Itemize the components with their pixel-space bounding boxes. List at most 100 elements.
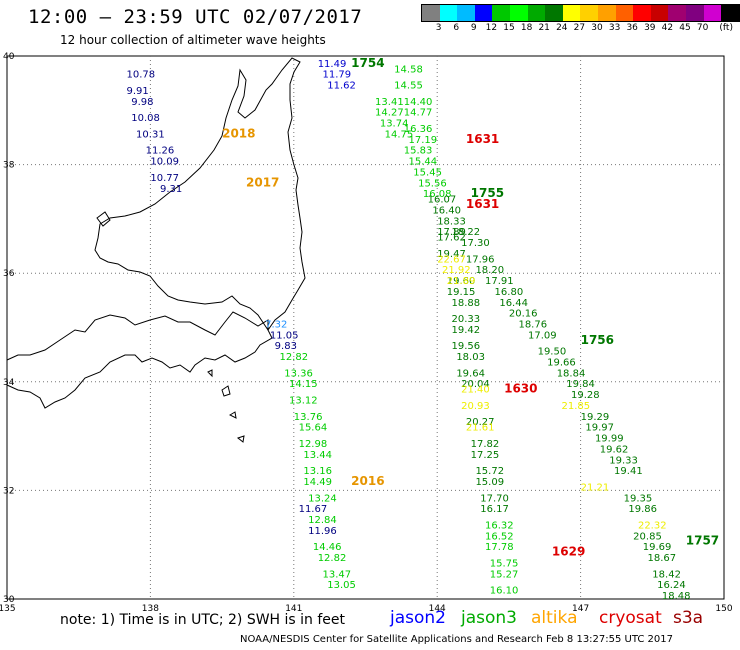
wave-height-label: 14.55	[394, 81, 423, 92]
wave-height-label: 21.40	[461, 385, 490, 396]
wave-height-label: 18.22	[452, 227, 481, 238]
legend-swatch	[597, 5, 616, 21]
x-tick-label: 144	[429, 604, 446, 614]
legend-swatch	[492, 5, 510, 21]
pass-time-label: 1757	[686, 534, 719, 548]
wave-height-label: 22.32	[638, 520, 667, 531]
legend-label: 70	[696, 23, 709, 33]
wave-height-label: 19.28	[571, 390, 600, 401]
wave-height-label: 15.09	[475, 477, 504, 488]
wave-height-label: 17.96	[466, 254, 495, 265]
pass-time-label: 1754	[351, 56, 384, 70]
wave-height-label: 18.48	[662, 591, 691, 602]
wave-height-label: 15.56	[418, 178, 447, 189]
page-title: 12:00 – 23:59 UTC 02/07/2017	[28, 6, 363, 28]
wave-height-label: 10.09	[150, 157, 179, 168]
wave-height-label: 18.42	[652, 569, 681, 580]
legend-label: 18	[520, 23, 533, 33]
wave-height-label: 19.97	[585, 423, 614, 434]
wave-height-label: 17.30	[461, 238, 490, 249]
pass-times: 1754163117551631175616301757162920182017…	[222, 56, 719, 559]
legend-label: 12	[485, 23, 498, 33]
legend-label: 30	[591, 23, 603, 33]
wave-height-label: 13.36	[284, 368, 313, 379]
coastline	[6, 57, 306, 443]
wave-height-label: 17.19	[409, 135, 438, 146]
wave-height-label: 12.82	[279, 352, 308, 363]
wave-height-label: 22.67	[437, 254, 466, 265]
wave-height-label: 15.44	[409, 157, 438, 168]
legend-label: 9	[470, 23, 477, 33]
wave-height-label: 11.49	[318, 59, 347, 70]
wave-height-label: 18.03	[456, 352, 485, 363]
legend-swatch	[509, 5, 528, 21]
x-tick-label: 147	[572, 604, 589, 614]
wave-height-label: 12.98	[299, 439, 328, 450]
page-subtitle: 12 hour collection of altimeter wave hei…	[60, 33, 326, 47]
legend-swatch	[457, 5, 475, 21]
wave-height-label: 19.99	[595, 434, 624, 445]
wave-height-label: 19.60	[447, 276, 476, 287]
y-tick-label: 30	[3, 595, 15, 605]
wave-height-label: 21.21	[581, 482, 610, 493]
x-tick-label: 150	[715, 604, 732, 614]
wave-height-label: 18.20	[475, 265, 504, 276]
wave-height-label: 11.79	[322, 70, 351, 81]
wave-height-label: 10.08	[131, 113, 160, 124]
legend-swatch	[562, 5, 581, 21]
wave-height-label: 14.27	[375, 108, 404, 119]
wave-height-label: 14.75	[385, 129, 414, 140]
legend-label: 39	[644, 23, 656, 33]
x-tick-label: 138	[142, 604, 159, 614]
wave-height-label: 13.24	[308, 493, 337, 504]
footnote: note: 1) Time is in UTC; 2) SWH is in fe…	[60, 612, 346, 628]
legend-swatch	[545, 5, 563, 21]
wave-height-label: 19.29	[581, 412, 610, 423]
wave-height-label: 17.25	[471, 450, 500, 461]
pass-time-label: 1631	[466, 197, 499, 211]
wave-height-label: 20.85	[633, 531, 662, 542]
wave-height-label: 13.05	[327, 580, 356, 591]
wave-height-label: 13.76	[294, 412, 323, 423]
wave-height-label: 10.77	[150, 173, 179, 184]
wave-height-label: 14.58	[394, 64, 423, 75]
wave-height-label: 16.07	[428, 195, 457, 206]
wave-height-label: 15.75	[490, 558, 519, 569]
wave-height-label: 18.84	[557, 368, 586, 379]
wave-height-label: 17.62	[437, 233, 466, 244]
y-tick-label: 34	[3, 378, 15, 388]
pass-time-label: 2016	[351, 474, 384, 488]
wave-height-label: 19.56	[452, 341, 481, 352]
wave-height-label: 17.70	[480, 493, 509, 504]
pass-time-label: 2018	[222, 126, 255, 140]
wave-height-label: 18.33	[437, 216, 466, 227]
wave-height-label: 17.82	[471, 439, 500, 450]
satellite-name: s3a	[673, 608, 704, 628]
wave-height-label: 9.91	[127, 86, 149, 97]
wave-height-label: 11.05	[270, 330, 299, 341]
wave-height-label: 14.77	[404, 108, 433, 119]
wave-height-label: 19.62	[600, 444, 629, 455]
x-tick-label: 141	[285, 604, 302, 614]
pass-time-label: 1631	[466, 132, 499, 146]
legend-label: 6	[453, 23, 460, 33]
legend-label: (ft)	[719, 23, 733, 33]
wave-height-label: 20.93	[461, 401, 490, 412]
wave-height-label: 14.15	[289, 379, 318, 390]
satellite-name: jason2	[390, 608, 446, 628]
izu-islands	[207, 369, 245, 443]
wave-height-label: 20.27	[466, 417, 495, 428]
japan-honshu-north	[94, 57, 306, 331]
wave-height-label: 7.32	[265, 320, 287, 331]
wave-height-label: 19.86	[628, 504, 657, 515]
satellite-name: jason3	[461, 608, 517, 628]
wave-height-label: 12.84	[308, 515, 337, 526]
legend-label: 45	[679, 23, 691, 33]
wave-height-label: 21.85	[561, 401, 590, 412]
legend-swatch	[721, 5, 739, 21]
island	[96, 211, 111, 227]
legend-label: 42	[661, 23, 674, 33]
satellite-name: cryosat	[599, 608, 662, 628]
wave-height-label: 11.67	[299, 504, 328, 515]
wave-height-label: 20.33	[452, 314, 481, 325]
